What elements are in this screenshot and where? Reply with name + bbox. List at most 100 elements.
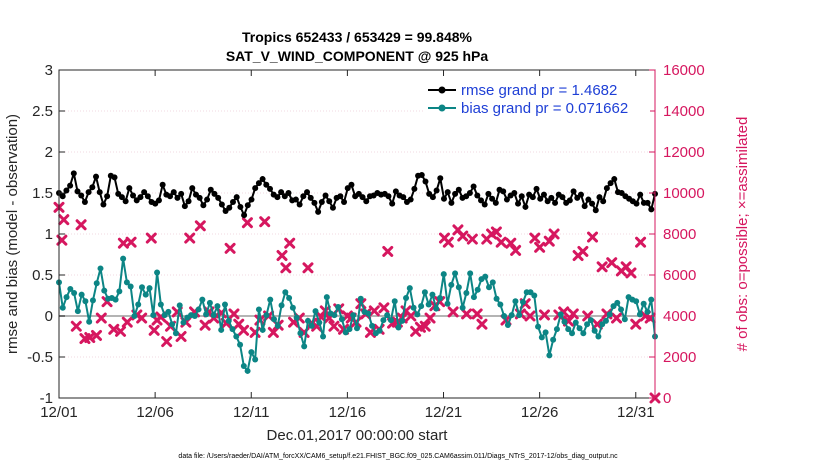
rmse-point	[455, 186, 462, 193]
rmse-point	[581, 203, 588, 210]
obs-marker-cross	[442, 236, 454, 248]
obs-marker-cross	[368, 305, 380, 317]
rmse-point	[481, 201, 488, 208]
rmse-point	[389, 200, 396, 207]
obs-marker	[476, 318, 488, 330]
legend-rmse-marker	[438, 86, 446, 94]
rmse-point	[548, 194, 555, 201]
rmse-point	[611, 176, 618, 183]
rmse-point	[267, 185, 274, 192]
obs-marker-cross	[280, 262, 292, 274]
bias-point	[467, 270, 474, 277]
bias-point	[203, 311, 210, 318]
bias-point	[252, 356, 259, 363]
obs-marker-cross	[529, 232, 541, 244]
bias-point	[482, 273, 489, 280]
bias-point	[346, 326, 353, 333]
bias-point	[493, 295, 500, 302]
obs-marker	[635, 236, 647, 248]
obs-marker-cross	[447, 306, 459, 318]
bias-point	[67, 285, 74, 292]
bias-point	[452, 270, 459, 277]
bias-point	[580, 330, 587, 337]
rmse-point	[255, 180, 262, 187]
rmse-point	[322, 192, 329, 199]
obs-marker-cross	[424, 312, 436, 324]
rmse-point	[518, 193, 525, 200]
bias-point	[214, 303, 221, 310]
chart-title: Tropics 652433 / 653429 = 99.848%	[242, 29, 473, 45]
obs-marker-cross	[471, 308, 483, 320]
obs-marker	[238, 324, 250, 336]
rmse-point	[592, 207, 599, 214]
obs-marker	[510, 244, 522, 256]
obs-marker-cross	[302, 262, 314, 274]
rmse-point	[529, 194, 536, 201]
bias-point	[357, 295, 364, 302]
data-file-footer: data file: /Users/raeder/DAI/ATM_forcXX/…	[178, 453, 618, 460]
rmse-point	[181, 203, 188, 210]
obs-marker	[457, 230, 469, 242]
rmse-point	[437, 175, 444, 182]
obs-marker	[538, 309, 550, 321]
x-tick-label: 12/16	[329, 404, 367, 421]
rmse-point	[329, 204, 336, 211]
chart-subtitle: SAT_V_WIND_COMPONENT @ 925 hPa	[226, 48, 489, 64]
obs-marker-cross	[625, 267, 637, 279]
bias-point	[602, 317, 609, 324]
bias-point	[410, 304, 417, 311]
bias-point	[335, 303, 342, 310]
obs-marker	[284, 237, 296, 249]
obs-marker	[548, 228, 560, 240]
bias-point	[561, 318, 568, 325]
obs-marker-cross	[510, 244, 522, 256]
bias-point	[497, 301, 504, 308]
bias-point	[474, 286, 481, 293]
obs-marker-cross	[95, 312, 107, 324]
y-tick-label: 0	[45, 308, 53, 325]
bias-point	[142, 291, 149, 298]
obs-marker	[524, 310, 536, 322]
rmse-point	[448, 199, 455, 206]
obs-marker	[529, 232, 541, 244]
bias-point	[421, 289, 428, 296]
bias-point	[267, 296, 274, 303]
y2-tick-label: 10000	[663, 185, 705, 202]
rmse-point	[589, 200, 596, 207]
y2-tick-label: 4000	[663, 308, 696, 325]
bias-point	[225, 317, 232, 324]
rmse-point	[644, 199, 651, 206]
obs-marker	[466, 233, 478, 245]
rmse-point	[100, 201, 107, 208]
obs-marker	[121, 316, 133, 328]
y2-tick-label: 6000	[663, 267, 696, 284]
bias-point	[399, 317, 406, 324]
bias-point	[535, 323, 542, 330]
rmse-point	[93, 173, 100, 180]
y-tick-label: 0.5	[32, 267, 53, 284]
bias-point	[101, 287, 108, 294]
obs-marker-cross	[538, 309, 550, 321]
y-axis-ticks: -1 -0.5 0 0.5 1 1.5 2 2.5 3	[27, 62, 65, 407]
rmse-point	[633, 200, 640, 207]
rmse-point	[559, 194, 566, 201]
x-tick-label: 12/01	[40, 404, 78, 421]
bias-point	[180, 319, 187, 326]
obs-marker-cross	[75, 219, 87, 231]
y-axis-label: rmse and bias (model - observation)	[4, 114, 21, 354]
obs-marker-cross	[276, 250, 288, 262]
obs-marker	[145, 232, 157, 244]
obs-marker-cross	[630, 318, 642, 330]
obs-marker	[194, 220, 206, 232]
rmse-point	[118, 194, 125, 201]
bias-point	[82, 298, 89, 305]
obs-marker	[184, 232, 196, 244]
y-tick-label: 3	[45, 62, 53, 79]
bias-point	[150, 312, 157, 319]
bias-point	[504, 322, 511, 329]
rmse-point	[211, 190, 218, 197]
rmse-series	[56, 170, 658, 219]
rmse-point	[566, 197, 573, 204]
bias-point	[512, 298, 519, 305]
